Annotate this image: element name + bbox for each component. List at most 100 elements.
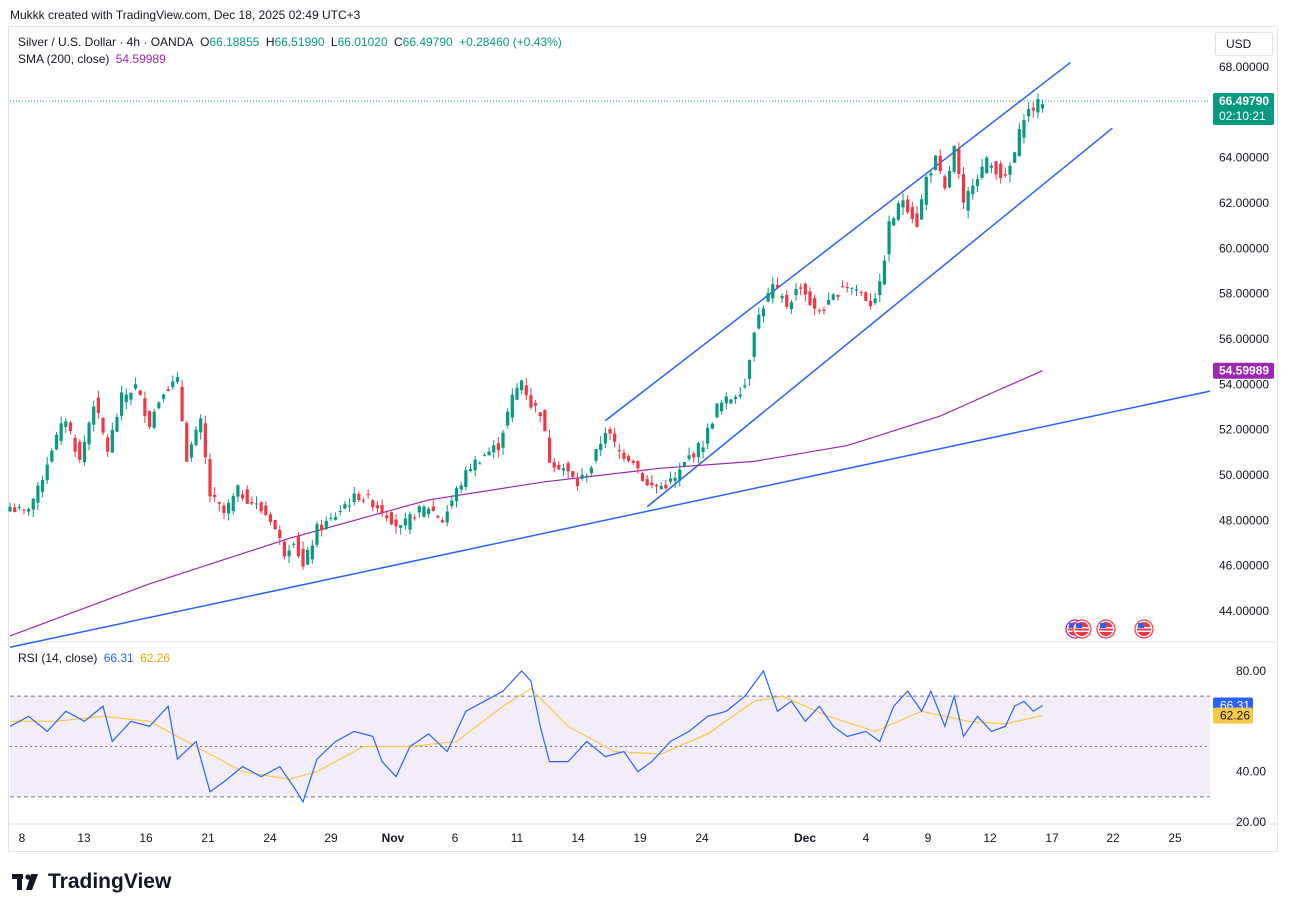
candle-body <box>13 507 17 512</box>
candle-body <box>450 500 454 507</box>
candle-body <box>208 459 212 497</box>
rsi-tick-label: 20.00 <box>1236 815 1266 829</box>
candle-body <box>831 294 835 300</box>
candle-body <box>775 284 780 288</box>
candle-body <box>761 308 766 317</box>
trendline-channel-upper[interactable] <box>604 61 1071 422</box>
candle <box>357 491 361 503</box>
candle-body <box>989 165 993 168</box>
candle <box>227 499 231 521</box>
last-price-badge[interactable] <box>1213 93 1274 126</box>
us-flag-event-icon[interactable] <box>1072 619 1092 639</box>
candle <box>636 460 640 474</box>
sma-price-badge[interactable] <box>1213 362 1274 379</box>
candle-body <box>161 394 166 399</box>
close-value: 66.49790 <box>402 35 453 49</box>
candle-body <box>589 467 593 474</box>
candle <box>743 378 747 389</box>
candle-body <box>664 484 668 489</box>
candle <box>617 443 621 460</box>
price-tick-label: 48.00000 <box>1219 513 1269 527</box>
candle <box>533 400 538 413</box>
candle-body <box>231 495 235 512</box>
candle <box>975 174 980 193</box>
candle <box>161 393 166 402</box>
candle <box>199 414 203 440</box>
currency-button[interactable]: USD <box>1215 32 1273 56</box>
candle <box>575 472 580 491</box>
candle-body <box>715 403 719 418</box>
candle <box>203 415 207 465</box>
candle-body <box>478 463 482 465</box>
trendline-long-support[interactable] <box>9 390 1211 649</box>
sma-legend[interactable]: SMA (200, close) 54.59989 <box>18 52 166 66</box>
candle-body <box>287 550 291 557</box>
candle <box>254 496 259 510</box>
candle <box>696 441 700 464</box>
tradingview-brand[interactable]: TradingView <box>12 870 171 894</box>
candle-body <box>1017 128 1021 157</box>
candle <box>585 473 589 483</box>
symbol-title: Silver / U.S. Dollar · 4h · OANDA <box>18 35 193 49</box>
brand-name: TradingView <box>48 870 172 893</box>
candle-body <box>1036 99 1040 113</box>
candle <box>245 485 249 505</box>
candle <box>92 400 96 432</box>
candle <box>250 496 254 506</box>
price-tick-label: 46.00000 <box>1219 559 1269 573</box>
candle <box>813 294 817 316</box>
candle <box>394 514 398 534</box>
candle-body <box>482 455 487 457</box>
price-tick-label: 52.00000 <box>1219 423 1269 437</box>
candle <box>343 501 347 510</box>
candle-body <box>343 504 347 509</box>
candle <box>13 503 17 513</box>
candle-body <box>64 421 68 427</box>
candle-body <box>724 396 728 404</box>
candle-body <box>547 437 552 463</box>
candle-body <box>971 185 975 195</box>
time-tick-label: 6 <box>452 831 459 845</box>
candle <box>240 490 245 501</box>
candle-body <box>380 504 384 513</box>
candle-body <box>957 148 961 174</box>
candle-body <box>129 393 133 400</box>
trendline-channel-lower[interactable] <box>646 127 1113 508</box>
candle <box>68 420 73 435</box>
candle <box>520 379 524 395</box>
candle <box>673 471 677 489</box>
candle-body <box>338 510 342 512</box>
rsi-legend[interactable]: RSI (14, close) 66.31 62.26 <box>18 651 170 665</box>
candle-body <box>385 515 389 519</box>
sma-badge-value: 54.59989 <box>1219 364 1269 378</box>
candle <box>547 429 552 463</box>
candle <box>268 512 273 526</box>
candle-body <box>87 422 91 445</box>
candle-body <box>910 207 914 220</box>
symbol-legend[interactable]: Silver / U.S. Dollar · 4h · OANDA O66.18… <box>18 35 562 49</box>
candle-body <box>17 506 21 508</box>
candle-body <box>947 170 952 188</box>
candle-body <box>259 502 263 512</box>
candle <box>785 290 789 310</box>
candle-body <box>878 281 882 296</box>
us-flag-event-icon[interactable] <box>1134 619 1154 639</box>
candle <box>827 292 831 305</box>
candle-body <box>631 460 635 463</box>
candle-body <box>580 474 584 479</box>
candle-body <box>217 502 221 504</box>
candle <box>106 434 110 458</box>
candle-body <box>203 423 207 458</box>
candle <box>157 401 161 410</box>
candle <box>603 427 607 448</box>
candle-body <box>180 386 184 422</box>
rsi-ma-badge[interactable] <box>1213 707 1253 724</box>
candle <box>524 377 528 401</box>
rsi-line <box>9 669 1043 804</box>
candle <box>873 292 877 306</box>
candle <box>492 439 496 459</box>
candle-body <box>645 479 649 486</box>
candle-body <box>854 289 859 291</box>
us-flag-event-icon[interactable] <box>1096 619 1116 639</box>
